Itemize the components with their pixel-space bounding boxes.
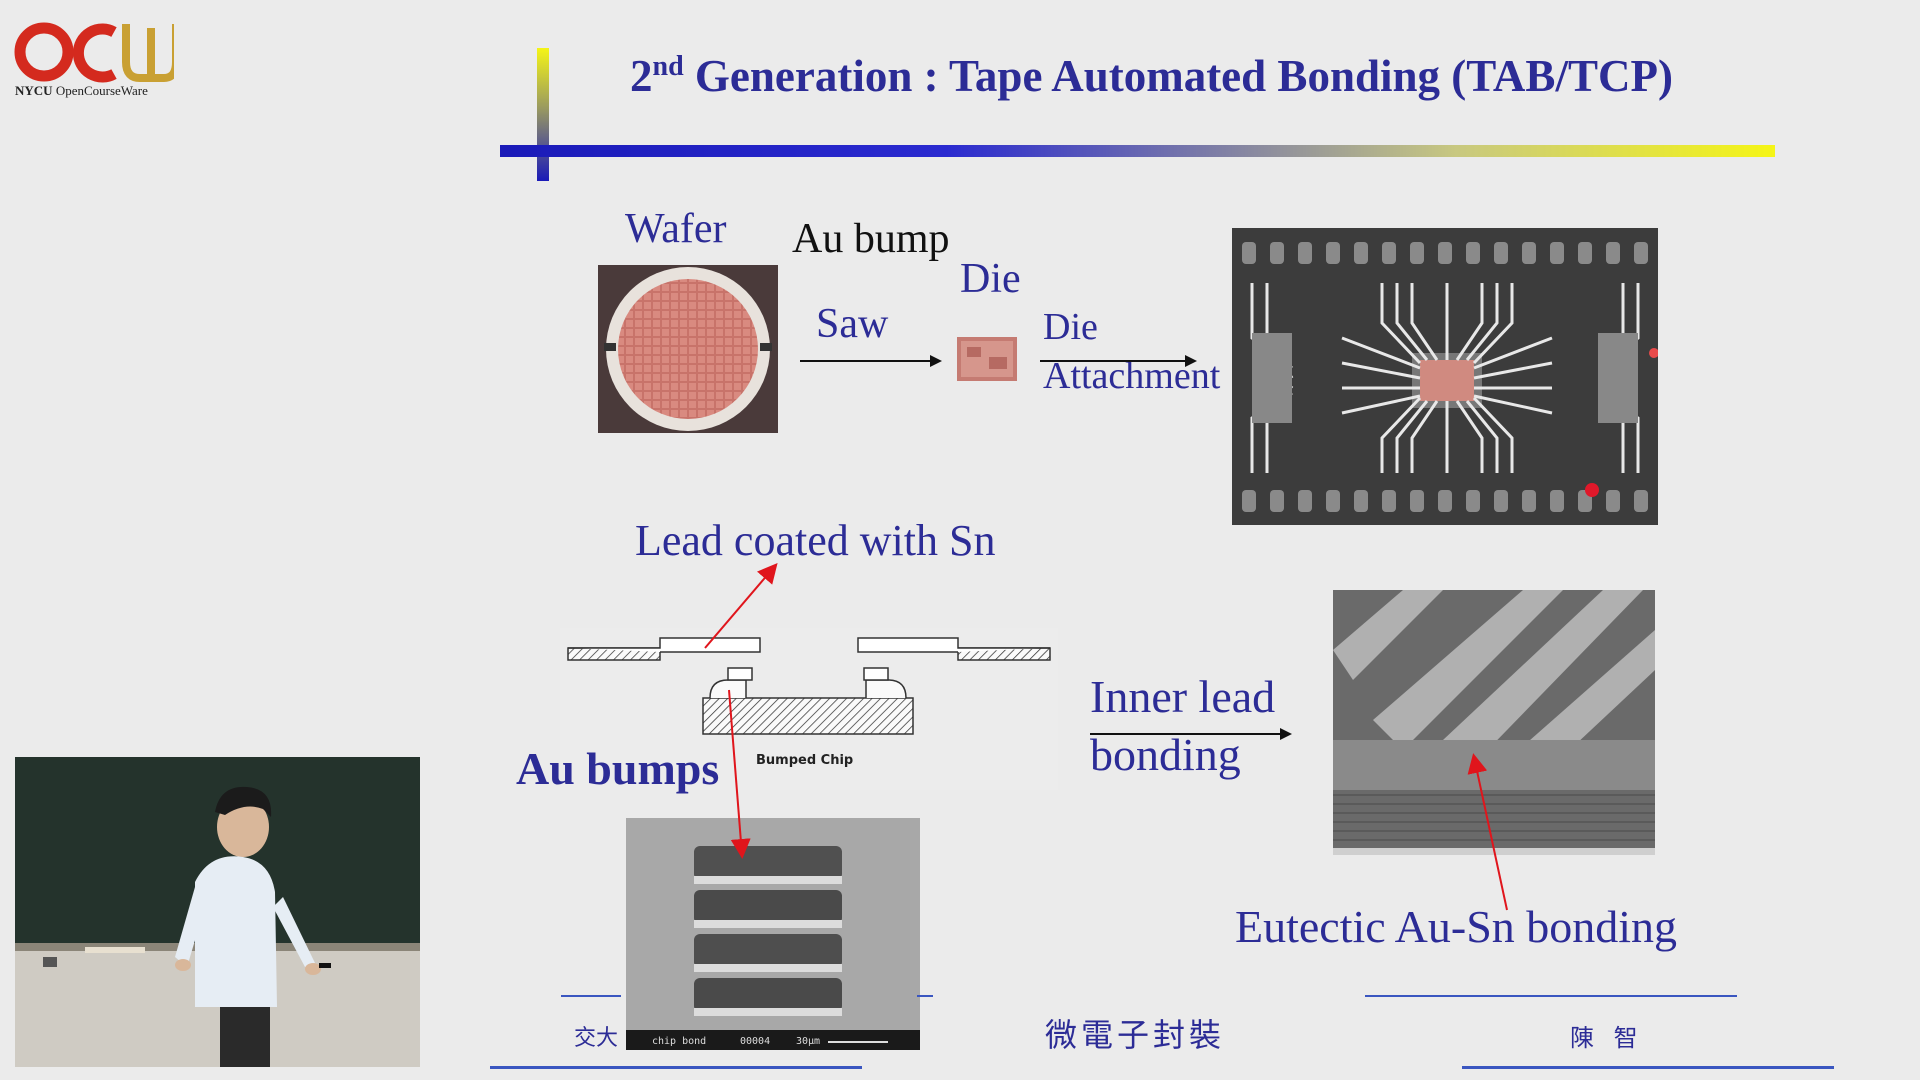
tab-tape-image [1232,228,1658,525]
title-underline-bar [500,145,1775,157]
logo-subtitle: NYCU OpenCourseWare [15,83,148,98]
die-attachment-label-1: Die [1043,306,1098,348]
au-bump-label: Au bump [792,216,950,262]
wafer-image [598,265,778,433]
lead-coated-label: Lead coated with Sn [635,516,996,565]
inner-lead-bond-image [1333,590,1655,855]
die-attachment-arrow [1040,355,1197,367]
saw-label: Saw [816,301,889,347]
footer-right-text: 陳 智 [1570,1024,1644,1052]
footer-center-text: 微電子封裝 [1045,1016,1226,1054]
footer-line-left-top-2 [917,995,933,997]
eutectic-label: Eutectic Au-Sn bonding [1235,901,1678,952]
wafer-label: Wafer [625,206,727,252]
bumped-chip-caption: Bumped Chip [756,753,853,768]
inner-lead-label-1: Inner lead [1090,671,1276,722]
sem-caption-2: 00004 [740,1036,770,1047]
au-bumps-label: Au bumps [516,743,720,794]
sem-caption-1: chip bond [652,1036,706,1047]
saw-arrow [800,355,942,367]
footer-line-right-bottom [1462,1066,1834,1069]
footer-line-left-bottom [490,1066,862,1069]
footer-left-text: 交大 [574,1026,619,1051]
au-bumps-sem-image: chip bond 00004 30μm [626,818,920,1050]
footer-line-left-top [561,995,621,997]
inner-lead-arrow [1090,728,1292,740]
sem-caption-3: 30μm [796,1036,820,1047]
inner-lead-label-2: bonding [1090,729,1241,780]
footer-line-right-top [1365,995,1737,997]
title-vertical-bar [537,48,549,181]
lecturer-video-inset [15,757,420,1067]
slide-title: 2nd Generation : Tape Automated Bonding … [630,51,1673,101]
die-label: Die [960,256,1021,302]
die-image [957,337,1017,381]
ocw-logo [14,22,174,83]
